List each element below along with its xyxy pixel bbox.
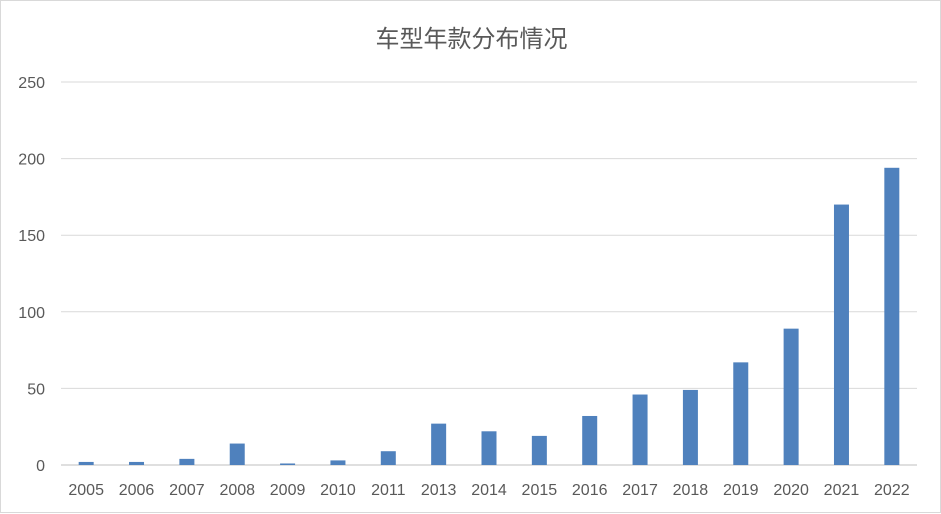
bar-2013 xyxy=(431,423,447,465)
x-tick-label: 2015 xyxy=(522,482,558,499)
bar-2005 xyxy=(78,461,94,465)
x-tick-label: 2005 xyxy=(68,482,104,499)
x-tick-label: 2022 xyxy=(874,482,910,499)
y-tick-label: 200 xyxy=(18,152,45,169)
bar-2007 xyxy=(179,458,195,465)
y-tick-label: 150 xyxy=(18,228,45,245)
bar-2022 xyxy=(884,167,900,466)
y-tick-label: 0 xyxy=(36,458,45,475)
x-tick-label: 2021 xyxy=(824,482,860,499)
bar-2015 xyxy=(531,435,547,465)
bar-2010 xyxy=(330,460,346,465)
y-tick-label: 250 xyxy=(18,75,45,92)
x-tick-label: 2014 xyxy=(471,482,507,499)
bar-2021 xyxy=(833,204,849,465)
bar-2009 xyxy=(280,463,296,465)
x-tick-label: 2010 xyxy=(320,482,356,499)
x-tick-label: 2007 xyxy=(169,482,205,499)
bar-2018 xyxy=(682,389,698,465)
bar-2006 xyxy=(129,461,145,465)
bar-2016 xyxy=(582,415,598,465)
x-tick-label: 2020 xyxy=(773,482,809,499)
bar-2011 xyxy=(380,451,396,465)
bar-2014 xyxy=(481,431,497,465)
bar-2019 xyxy=(733,362,749,465)
y-tick-label: 100 xyxy=(18,305,45,322)
bar-2008 xyxy=(229,443,245,465)
y-tick-label: 50 xyxy=(27,381,45,398)
x-tick-label: 2006 xyxy=(119,482,155,499)
x-tick-label: 2011 xyxy=(371,482,406,499)
chart-title: 车型年款分布情况 xyxy=(375,25,568,53)
x-tick-label: 2017 xyxy=(622,482,658,499)
x-tick-label: 2016 xyxy=(572,482,608,499)
x-tick-label: 2018 xyxy=(673,482,709,499)
x-tick-label: 2013 xyxy=(421,482,457,499)
bar-2017 xyxy=(632,394,648,465)
x-tick-label: 2008 xyxy=(219,482,255,499)
x-tick-label: 2009 xyxy=(270,482,306,499)
x-tick-label: 2019 xyxy=(723,482,759,499)
bar-2020 xyxy=(783,328,799,465)
